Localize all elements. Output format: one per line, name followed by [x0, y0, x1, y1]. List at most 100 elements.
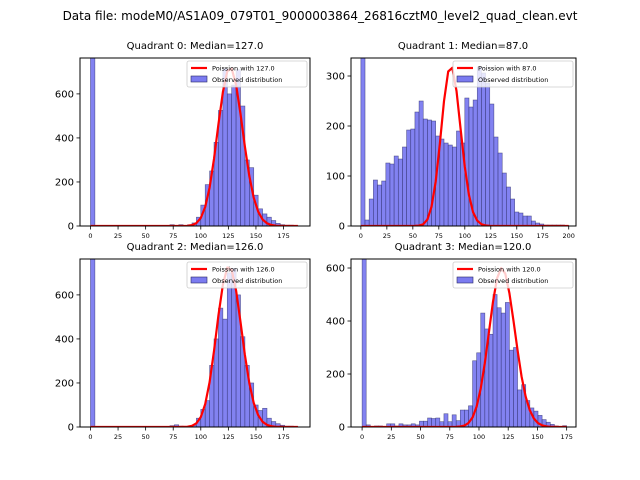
- y-tick-label: 200: [55, 177, 74, 188]
- histogram-bar: [226, 93, 232, 226]
- axes-frame: [350, 258, 577, 428]
- legend-label: Observed distribution: [478, 277, 548, 285]
- axes-frame: [79, 258, 311, 428]
- y-tick-label: 400: [55, 334, 74, 345]
- x-tick-label: 75: [446, 433, 454, 441]
- x-tick-label: 0: [360, 433, 364, 441]
- y-tick-label: 400: [55, 133, 74, 144]
- x-tick-label: 25: [387, 433, 395, 441]
- histogram-bar: [509, 349, 514, 427]
- x-tick-label: 175: [560, 433, 572, 441]
- x-tick-label: 125: [222, 232, 234, 240]
- x-tick-label: 25: [114, 232, 122, 240]
- x-tick-label: 25: [383, 232, 391, 240]
- histogram-bar: [452, 146, 457, 226]
- histogram-bar: [485, 82, 491, 226]
- legend-box: [452, 60, 574, 88]
- histogram-bar: [456, 130, 461, 226]
- legend-box: [186, 60, 308, 88]
- histogram-bar: [510, 198, 515, 226]
- histogram-bar: [402, 146, 407, 226]
- histogram-bar: [472, 99, 478, 226]
- histogram-bar: [226, 272, 232, 427]
- histogram-bar: [493, 136, 499, 226]
- x-tick-label: 0: [88, 433, 92, 441]
- histogram-bar: [389, 163, 395, 226]
- x-tick-label: 50: [141, 232, 149, 240]
- plot-area: [90, 259, 299, 427]
- y-tick-label: 200: [55, 378, 74, 389]
- panel-quadrant-0: Quadrant 0: Median=127.0 0 200 400 600 0 25 50…: [55, 41, 311, 240]
- histogram-bar: [464, 97, 470, 226]
- legend-bar-swatch: [190, 276, 208, 284]
- histogram-bar: [443, 142, 449, 226]
- histogram-bar: [385, 162, 391, 226]
- panel-title: Quadrant 1: Median=87.0: [398, 41, 528, 52]
- histogram-bar: [489, 103, 495, 226]
- histogram-bar: [361, 259, 367, 427]
- histogram-bar: [447, 144, 453, 226]
- histogram-bar: [443, 413, 449, 427]
- y-tick-label: 0: [68, 222, 74, 233]
- x-tick-label: 125: [502, 433, 514, 441]
- histogram-bar: [492, 294, 498, 427]
- histogram-bar: [90, 58, 96, 226]
- legend: Poission with 120.0 Observed distribution: [452, 261, 574, 289]
- legend: Poission with 87.0 Observed distribution: [452, 60, 574, 88]
- histogram-bar: [435, 417, 441, 427]
- plot-area: [90, 58, 299, 226]
- histogram-bar: [500, 312, 506, 427]
- y-tick-label: 200: [326, 122, 345, 133]
- legend-label: Poission with 126.0: [212, 266, 275, 274]
- x-tick-label: 175: [277, 433, 289, 441]
- histogram-bar: [422, 118, 428, 226]
- histogram-bar: [231, 84, 237, 226]
- histogram-bar: [488, 333, 494, 427]
- x-tick-label: 75: [435, 232, 443, 240]
- histogram-bar: [481, 72, 486, 226]
- y-tick-label: 200: [326, 370, 345, 381]
- histogram-bar: [397, 158, 403, 226]
- legend-label: Poission with 87.0: [478, 65, 537, 73]
- histogram-bar: [513, 347, 518, 427]
- y-tick-label: 0: [339, 423, 345, 434]
- plot-area: [360, 58, 570, 226]
- histogram-bar: [390, 423, 396, 427]
- histogram-bar: [414, 111, 420, 226]
- x-tick-label: 100: [195, 433, 207, 441]
- histogram-bar: [373, 179, 378, 226]
- x-tick-label: 125: [222, 433, 234, 441]
- x-tick-label: 75: [169, 433, 177, 441]
- histogram-bar: [431, 120, 436, 226]
- x-tick-label: 75: [169, 232, 177, 240]
- histogram-bar: [90, 259, 96, 427]
- legend-label: Poission with 127.0: [212, 65, 275, 73]
- histogram-bar: [517, 389, 522, 427]
- legend-box: [186, 261, 308, 289]
- poisson-curve: [360, 66, 569, 226]
- legend-bar-swatch: [456, 75, 474, 83]
- panel-title: Quadrant 2: Median=126.0: [127, 242, 264, 253]
- legend: Poission with 126.0 Observed distribution: [186, 261, 308, 289]
- legend-label: Observed distribution: [478, 76, 548, 84]
- x-tick-label: 50: [409, 232, 417, 240]
- histogram-bar: [459, 409, 465, 427]
- x-tick-label: 200: [563, 232, 575, 240]
- histogram-bar: [518, 212, 524, 226]
- poisson-curve: [90, 67, 298, 226]
- legend-label: Observed distribution: [212, 277, 282, 285]
- legend-box: [452, 261, 574, 289]
- plot-area: [361, 259, 567, 427]
- y-tick-label: 300: [326, 72, 345, 83]
- y-tick-label: 600: [55, 89, 74, 100]
- y-tick-label: 600: [326, 264, 345, 275]
- histogram-bar: [222, 318, 228, 427]
- panel-title: Quadrant 3: Median=120.0: [395, 242, 532, 253]
- y-tick-label: 600: [55, 290, 74, 301]
- histogram-bar: [451, 414, 457, 427]
- histogram-bar: [377, 184, 382, 226]
- axes-frame: [79, 57, 311, 227]
- x-tick-label: 175: [537, 232, 549, 240]
- panel-title: Quadrant 0: Median=127.0: [127, 41, 264, 52]
- x-tick-label: 0: [359, 232, 363, 240]
